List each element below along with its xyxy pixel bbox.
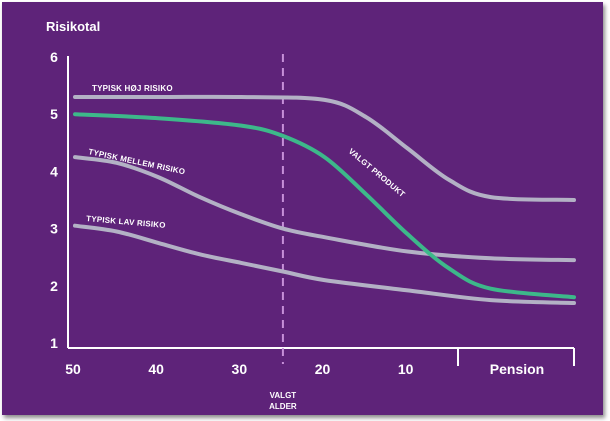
x-tick-50: 50: [65, 361, 81, 377]
y-tick-labels: 1 2 3 4 5 6: [50, 49, 58, 351]
label-valgt-produkt: VALGT PRODUKT: [347, 147, 407, 199]
selected-age-label-line2: ALDER: [269, 402, 297, 411]
y-tick-3: 3: [50, 221, 58, 237]
y-tick-1: 1: [50, 335, 58, 351]
y-tick-6: 6: [50, 49, 58, 65]
y-tick-4: 4: [50, 163, 58, 179]
risk-chart: Risikotal 1 2 3 4 5 6 50 40 30 20 10 Pen…: [46, 19, 576, 411]
y-axis-title: Risikotal: [46, 19, 100, 34]
x-tick-40: 40: [148, 361, 164, 377]
x-tick-20: 20: [315, 361, 331, 377]
selected-age-label-line1: VALGT: [270, 391, 297, 400]
label-typisk-hoej-risiko: TYPISK HØJ RISIKO: [92, 84, 173, 93]
x-tick-labels: 50 40 30 20 10: [65, 361, 413, 377]
y-tick-5: 5: [50, 106, 58, 122]
pension-label: Pension: [490, 361, 544, 377]
chart-frame: Risikotal 1 2 3 4 5 6 50 40 30 20 10 Pen…: [2, 2, 603, 415]
series-line-valgt-produkt: [73, 112, 576, 300]
series-line-typisk-hoej-risiko: [73, 94, 576, 202]
x-tick-30: 30: [232, 361, 248, 377]
x-tick-10: 10: [398, 361, 414, 377]
y-tick-2: 2: [50, 278, 58, 294]
series-line-typisk-mellem-risiko: [73, 155, 576, 263]
series-line-typisk-lav-risiko: [73, 223, 576, 305]
